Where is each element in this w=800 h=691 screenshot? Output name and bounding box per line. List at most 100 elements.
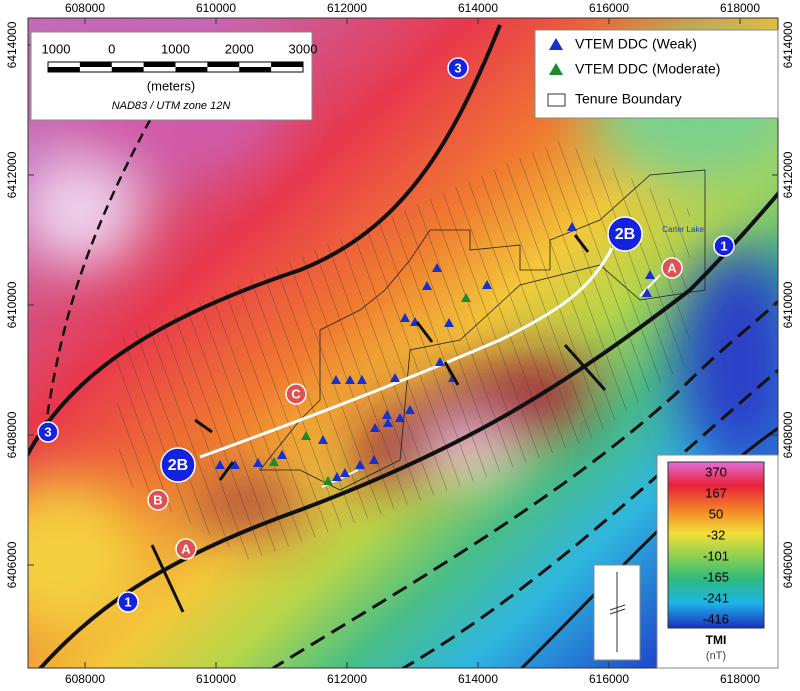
y-tick-label: 6410000 <box>5 281 19 328</box>
vtem-target <box>383 418 393 427</box>
y-tick-label: 6408000 <box>5 411 19 458</box>
marker-label: 1 <box>124 594 131 609</box>
vtem-target <box>357 375 367 384</box>
vtem-target <box>301 431 311 440</box>
y-tick-label: 6406000 <box>781 541 795 588</box>
marker-circle <box>160 447 196 483</box>
marker-label: 3 <box>454 60 461 75</box>
marker-label: B <box>153 492 162 507</box>
vtem-target <box>369 455 379 464</box>
x-tick-label: 610000 <box>196 1 236 15</box>
marker-label: 1 <box>720 238 727 253</box>
vtem-target <box>395 413 405 422</box>
vtem-target <box>332 472 342 481</box>
colorbar-label: -165 <box>703 569 729 584</box>
vtem-target <box>432 263 442 272</box>
vtem-target <box>435 357 445 366</box>
legend-tenure-symbol <box>547 93 566 107</box>
marker-label: 2B <box>168 457 188 474</box>
tenure-boundary <box>259 169 706 491</box>
scale-segment <box>207 62 240 67</box>
vtem-target <box>331 375 341 384</box>
colorbar-title: TMI <box>706 633 727 647</box>
marker-circle <box>285 383 307 405</box>
fault-3 <box>28 24 502 458</box>
colorbar-ticks: 370 167 50 -32 -101 -165 -241 -416 <box>703 464 729 626</box>
colorbar-label: -101 <box>703 548 729 563</box>
y-tick-label: 6406000 <box>5 541 19 588</box>
scale-label: 2000 <box>225 41 254 56</box>
survey-lines <box>115 140 690 560</box>
legend-moderate-symbol <box>549 63 563 75</box>
marker-circle <box>607 216 643 252</box>
vtem-target <box>422 281 432 290</box>
colorbar-label: 167 <box>705 485 727 500</box>
scale-segment <box>175 67 208 72</box>
north-inset <box>593 564 641 661</box>
marker-circle <box>175 538 197 560</box>
arrows <box>150 234 607 613</box>
fault-dashed-1 <box>43 119 152 431</box>
vtem-target <box>405 405 415 414</box>
scale-label: 1000 <box>161 41 190 56</box>
vtem-target <box>345 375 355 384</box>
marker-circle <box>37 421 59 443</box>
x-tick-label: 616000 <box>589 1 629 15</box>
marker-circle <box>713 235 735 257</box>
x-tick-label: 614000 <box>458 1 498 15</box>
vtem-target <box>323 476 333 485</box>
vtem-target <box>370 423 380 432</box>
vtem-target <box>269 457 279 466</box>
scale-segment <box>143 62 176 67</box>
marker-label: 2B <box>615 226 635 243</box>
colorbar: 370 167 50 -32 -101 -165 -241 -416 TMI (nT) <box>656 454 779 669</box>
x-tick-label: 616000 <box>589 672 629 686</box>
scale-label: 0 <box>108 41 115 56</box>
y-tick-label: 6414000 <box>781 21 795 68</box>
vtem-target <box>382 410 392 419</box>
colorbar-label: 50 <box>709 506 723 521</box>
vtem-target <box>215 460 225 469</box>
y-tick-label: 6412000 <box>5 151 19 198</box>
vtem-target <box>567 222 577 231</box>
marker-circle <box>661 257 683 279</box>
scale-label: 1000 <box>42 41 71 56</box>
vtem-target <box>444 318 454 327</box>
x-tick-label: 618000 <box>720 672 760 686</box>
x-tick-label: 608000 <box>65 1 105 15</box>
fault-dashed-2 <box>270 299 778 668</box>
y-tick-label: 6412000 <box>781 151 795 198</box>
scale-bar: 1000 0 1000 2000 3000 <box>42 41 317 73</box>
projection: NAD83 / UTM zone 12N <box>112 100 231 112</box>
x-tick-label: 608000 <box>65 672 105 686</box>
vtem-target <box>400 313 410 322</box>
map-frame <box>27 17 779 669</box>
x-tick-label: 610000 <box>196 672 236 686</box>
vtem-target <box>461 293 471 302</box>
scale-outline <box>47 61 304 73</box>
y-tick-label: 6410000 <box>781 281 795 328</box>
y-tick-label: 6408000 <box>781 411 795 458</box>
marker-label: A <box>667 260 677 275</box>
x-tick-label: 612000 <box>327 1 367 15</box>
legend: VTEM DDC (Weak) VTEM DDC (Moderate) Tenu… <box>534 29 779 119</box>
section-a <box>639 274 661 297</box>
marker-label: C <box>291 386 301 401</box>
markers: 3 3 1 1 2B 2B A A B C <box>37 57 735 613</box>
x-tick-label: 618000 <box>720 1 760 15</box>
scale-box: 1000 0 1000 2000 3000 (meters) NAD83 / UTM z… <box>30 31 317 121</box>
colorbar-label: 370 <box>705 464 727 479</box>
vtem-target <box>642 288 652 297</box>
vtem-target <box>253 458 263 467</box>
colorbar-label: -416 <box>703 611 729 626</box>
legend-label: VTEM DDC (Moderate) <box>575 61 720 77</box>
y-tick-label: 6414000 <box>5 21 19 68</box>
colorbar-label: -241 <box>703 590 729 605</box>
marker-circle <box>117 591 139 613</box>
legend-label: VTEM DDC (Weak) <box>575 36 697 52</box>
scale-segment <box>79 62 112 67</box>
vtem-target <box>355 460 365 469</box>
scale-segment <box>239 67 272 72</box>
